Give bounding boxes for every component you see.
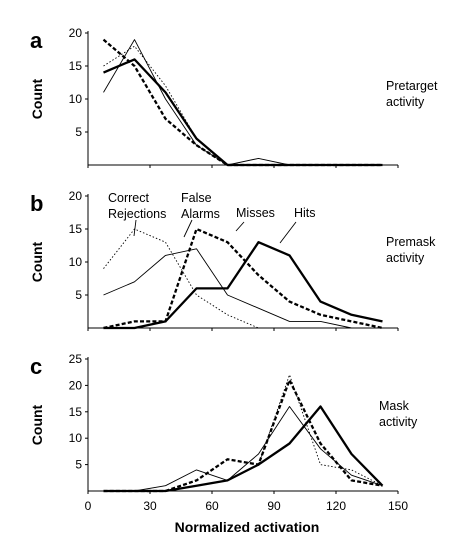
panel-annotation: Mask bbox=[379, 399, 410, 413]
x-tick-label: 60 bbox=[205, 499, 219, 513]
series-line-solid-thick bbox=[103, 405, 384, 493]
y-axis-label: Count bbox=[29, 241, 45, 282]
series-label-leader bbox=[183, 219, 193, 238]
y-tick-label: 25 bbox=[69, 352, 83, 366]
chart-panel-b: b Count 5 10 15 20 Premask activity Correct Rejec… bbox=[29, 189, 436, 331]
y-tick-label: 10 bbox=[69, 92, 83, 106]
x-tick-label: 30 bbox=[143, 499, 157, 513]
series-line-solid-thick bbox=[103, 241, 383, 330]
y-tick-label: 5 bbox=[75, 125, 82, 139]
series-line-solid-thick bbox=[103, 58, 383, 167]
panel-letter-b: b bbox=[30, 191, 43, 216]
series-label-leader bbox=[235, 221, 245, 232]
y-axis-label: Count bbox=[29, 78, 45, 119]
y-tick-label: 5 bbox=[75, 288, 82, 302]
series-label: Rejections bbox=[108, 207, 166, 221]
series-label: Misses bbox=[236, 206, 275, 220]
panel-annotation: activity bbox=[379, 415, 418, 429]
series-line-solid-thin bbox=[103, 406, 383, 492]
x-tick-label: 120 bbox=[326, 499, 346, 513]
y-tick-label: 20 bbox=[69, 378, 83, 392]
y-tick-label: 5 bbox=[75, 458, 82, 472]
series-line-solid-thin bbox=[103, 248, 383, 329]
y-tick-label: 15 bbox=[69, 59, 83, 73]
series-line-dashed-thick bbox=[102, 38, 383, 167]
series-label-leader bbox=[133, 219, 137, 237]
panel-letter-a: a bbox=[30, 28, 43, 53]
x-tick-label: 0 bbox=[85, 499, 92, 513]
series-label-leader bbox=[279, 221, 297, 244]
series-label: False bbox=[181, 191, 212, 205]
y-tick-label: 20 bbox=[69, 189, 83, 203]
panel-letter-c: c bbox=[30, 354, 42, 379]
x-axis-label: Normalized activation bbox=[175, 519, 320, 535]
chart-panel-a: a Count 5 10 15 20 Pretarget activity bbox=[29, 26, 438, 168]
chart-panel-c: c Count 5 10 15 20 25 Mask activity 0 30 60 90 120 150… bbox=[29, 352, 418, 535]
y-tick-label: 15 bbox=[69, 222, 83, 236]
y-tick-label: 10 bbox=[69, 431, 83, 445]
series-line-dotted-thin bbox=[103, 228, 383, 329]
series-line-dashed-thick bbox=[103, 227, 383, 330]
y-axis-label: Count bbox=[29, 404, 45, 445]
series-line-solid-thin bbox=[103, 39, 383, 166]
panel-annotation: activity bbox=[386, 95, 425, 109]
panel-annotation: Pretarget bbox=[386, 79, 438, 93]
y-tick-label: 20 bbox=[69, 26, 83, 40]
y-tick-label: 15 bbox=[69, 405, 83, 419]
x-tick-label: 150 bbox=[388, 499, 408, 513]
y-tick-label: 10 bbox=[69, 255, 83, 269]
series-label: Correct bbox=[108, 191, 150, 205]
panel-annotation: Premask bbox=[386, 235, 436, 249]
series-line-dotted-thin bbox=[103, 45, 383, 166]
x-tick-label: 90 bbox=[267, 499, 281, 513]
series-label: Hits bbox=[294, 206, 316, 220]
panel-annotation: activity bbox=[386, 251, 425, 265]
series-label: Alarms bbox=[181, 207, 220, 221]
